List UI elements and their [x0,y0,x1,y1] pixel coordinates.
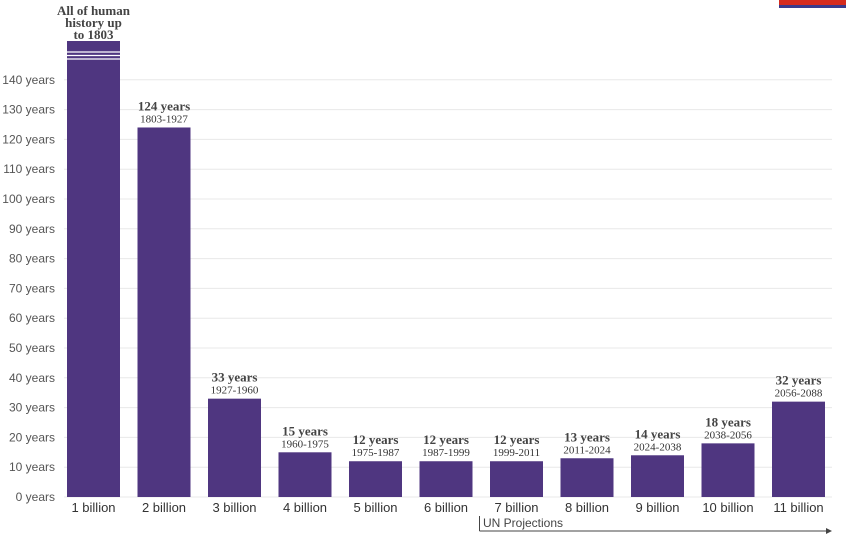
bar [560,458,614,497]
y-tick-label: 0 years [16,490,55,504]
y-tick-label: 40 years [9,371,55,385]
x-tick-label: 2 billion [142,500,186,515]
x-tick-label: 5 billion [353,500,397,515]
bar [208,398,261,497]
bar-value-label: 13 years [564,429,610,444]
bar [419,461,473,497]
bar-year-range-label: 1987-1999 [422,447,470,459]
bar-value-label: 12 years [423,432,469,447]
y-tick-label: 30 years [9,401,55,415]
bar-value-label: 14 years [635,426,681,441]
bars [67,41,825,497]
y-tick-label: 50 years [9,341,55,355]
y-tick-label: 10 years [9,460,55,474]
bar [137,127,191,497]
x-tick-label: 1 billion [71,500,115,515]
bar [701,443,755,497]
y-tick-label: 70 years [9,281,55,295]
bar [278,452,332,497]
x-tick-label: 6 billion [424,500,468,515]
y-tick-label: 100 years [2,192,55,206]
y-axis-ticks: 0 years 10 years 20 years 30 years 40 years 5… [2,73,55,504]
bar-year-range-label: 1975-1987 [352,447,400,459]
bar-year-range-label: 2056-2088 [775,388,823,400]
x-tick-label: 10 billion [702,500,753,515]
flag-icon [779,0,846,8]
x-axis-ticks: 1 billion 2 billion 3 billion 4 billion 5 bi… [71,500,823,515]
bar-value-label: 124 years [138,98,190,113]
projection-label: UN Projections [483,516,563,530]
gridlines [64,79,832,498]
y-tick-label: 110 years [3,162,55,176]
projection-arrow-head [826,528,832,534]
bar-year-range-label: 2038-2056 [704,429,752,441]
y-tick-label: 90 years [9,222,55,236]
y-tick-label: 140 years [2,73,55,87]
bar-value-label: All of human history up to 1803 [57,3,131,42]
un-projections-annotation: UN Projections [479,516,832,534]
bar-year-range-label: 1960-1975 [281,438,329,450]
y-tick-label: 20 years [9,430,55,444]
bar [67,41,120,497]
bar-value-label: 32 years [776,373,822,388]
x-tick-label: 9 billion [635,500,679,515]
x-tick-label: 11 billion [773,500,823,515]
bar-year-range-label: 1927-1960 [211,385,259,397]
bar-year-range-label: 1999-2011 [493,447,540,459]
bar-value-label: 12 years [494,432,540,447]
x-tick-label: 3 billion [212,500,256,515]
bar-year-range-label: 2011-2024 [563,444,611,456]
bar-year-range-label: 1803-1927 [140,113,188,125]
bar-value-label: 33 years [212,370,258,385]
bar-year-range-label: 2024-2038 [634,441,682,453]
x-tick-label: 8 billion [565,500,609,515]
bar [631,455,684,497]
y-tick-label: 120 years [2,132,55,146]
y-tick-label: 60 years [9,311,55,325]
bar-value-label: 18 years [705,414,751,429]
bar-value-label: 12 years [353,432,399,447]
x-tick-label: 4 billion [283,500,327,515]
bar [772,401,825,497]
bar [349,461,402,497]
bar [490,461,543,497]
x-tick-label: 7 billion [494,500,538,515]
bar-value-label: 15 years [282,423,328,438]
y-tick-label: 80 years [9,252,55,266]
y-tick-label: 130 years [2,103,55,117]
